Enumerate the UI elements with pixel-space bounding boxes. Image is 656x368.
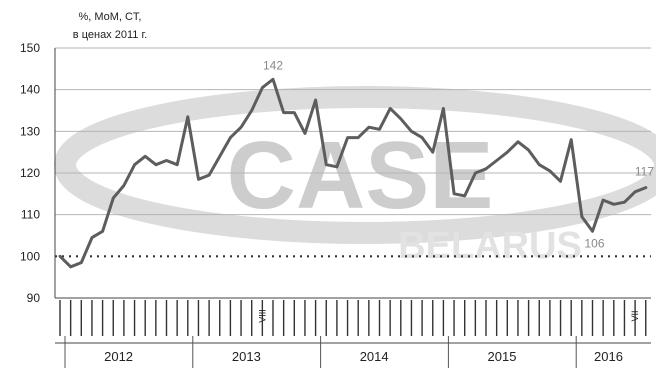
watermark-case-text: CASE	[227, 122, 494, 229]
watermark-belarus-text: BELARUS	[398, 225, 582, 267]
year-label: 2015	[488, 349, 517, 364]
unit-label-line2: в ценах 2011 г.	[73, 29, 147, 41]
series	[58, 77, 648, 269]
y-tick-label: 120	[20, 166, 40, 180]
unit-label-line1: %, MoM, CT,	[79, 11, 142, 23]
data-label: 106	[584, 236, 604, 250]
year-label: 2013	[232, 349, 261, 364]
year-label: 2016	[594, 349, 623, 364]
month-marker-label: VII	[630, 310, 640, 321]
data-label: 142	[263, 58, 283, 72]
y-tick-label: 110	[21, 208, 40, 222]
month-marker-label: VIII	[257, 309, 267, 323]
y-tick-label: 150	[20, 41, 40, 55]
y-tick-label: 90	[27, 291, 41, 305]
y-tick-label: 140	[20, 83, 40, 97]
year-label: 2012	[104, 349, 133, 364]
y-axis: 150 140 130 120 110 100 90	[20, 41, 40, 305]
series-line	[58, 77, 648, 269]
annotations: 142 106 117	[263, 58, 654, 250]
watermark-swoosh	[54, 86, 656, 244]
x-axis: 2012 2013 2014 2015 2016 VIII VII	[55, 297, 651, 368]
y-tick-label: 100	[20, 249, 40, 263]
y-tick-label: 130	[20, 124, 40, 138]
watermark-logo: CASE BELARUS	[54, 86, 656, 267]
year-label: 2014	[360, 349, 389, 364]
data-label: 117	[635, 165, 654, 179]
